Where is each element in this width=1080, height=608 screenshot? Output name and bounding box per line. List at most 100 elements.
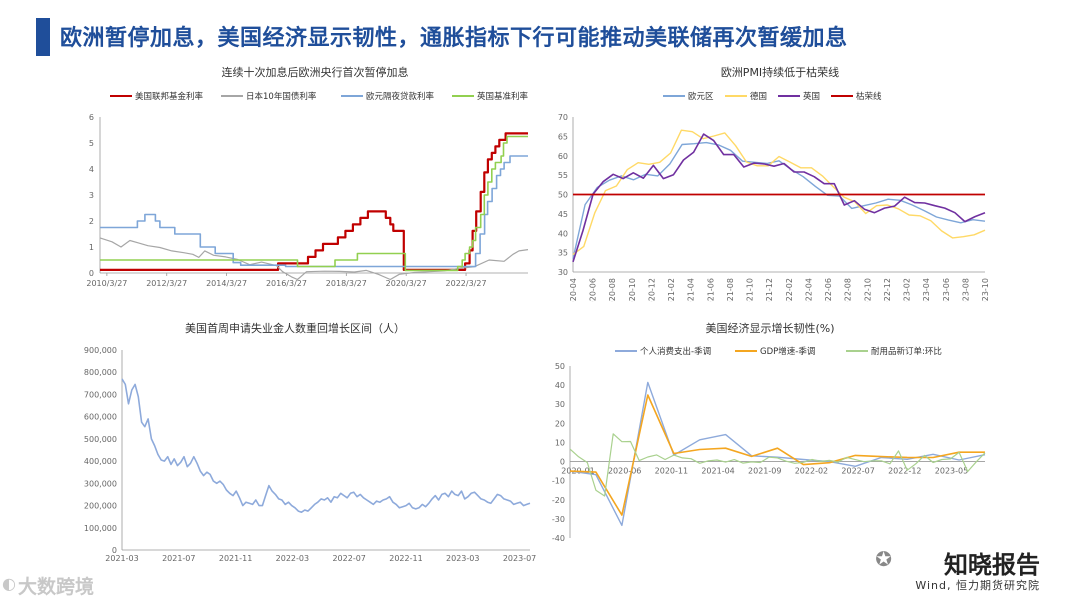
- y-tick-label: 600,000: [84, 413, 117, 422]
- y-tick-label: 100,000: [84, 524, 117, 533]
- x-tick-label: 2022-03: [276, 554, 309, 563]
- x-tick-label: 2023-10: [981, 278, 990, 302]
- y-tick-label: 200,000: [84, 502, 117, 511]
- y-tick-label: -40: [552, 534, 565, 543]
- legend-label: 个人消费支出-季调: [640, 346, 711, 357]
- legend-label: 德国: [750, 91, 767, 102]
- brand-logo-icon: ◐: [2, 574, 16, 593]
- x-tick-label: 2021-12: [765, 278, 774, 302]
- y-tick-label: 800,000: [84, 368, 117, 377]
- x-tick-label: 2010/3/27: [86, 279, 127, 288]
- series-line: [569, 381, 986, 527]
- y-tick-label: 1: [89, 243, 94, 252]
- x-tick-label: 2022-02: [785, 278, 794, 302]
- x-tick-label: 2021-11: [219, 554, 252, 563]
- series-line: [100, 135, 528, 272]
- x-tick-label: 2021-09: [748, 467, 781, 476]
- y-tick-label: 400,000: [84, 457, 117, 466]
- y-tick-label: 20: [555, 419, 565, 428]
- legend-label: 欧元隔夜贷款利率: [366, 91, 435, 102]
- x-tick-label: 2020-08: [608, 278, 617, 302]
- x-tick-label: 2020/3/27: [386, 279, 427, 288]
- series-line: [100, 155, 528, 268]
- y-tick-label: 50: [555, 362, 565, 371]
- series-line: [569, 394, 985, 516]
- chart-europe-pmi: 欧洲PMI持续低于枯荣线 欧元区 德国 英国 枯荣线 30 35 40 45 50 55 60 65 70…: [545, 62, 1015, 302]
- x-tick-label: 2020-06: [608, 467, 641, 476]
- series-line: [572, 133, 986, 263]
- x-tick-label: 2021-08: [726, 278, 735, 302]
- y-tick-label: 300,000: [84, 479, 117, 488]
- legend-label: 英国: [803, 91, 820, 102]
- watermark-zhixiao: 知晓报告: [944, 551, 1040, 579]
- x-tick-label: 2023-06: [942, 278, 951, 302]
- y-tick-label: 900,000: [84, 346, 117, 355]
- x-tick-label: 2021-04: [687, 278, 696, 302]
- x-tick-label: 2021-10: [746, 278, 755, 302]
- y-tick-label: 55: [558, 171, 568, 180]
- x-tick-label: 2012/3/27: [146, 279, 187, 288]
- x-tick-label: 2023-04: [922, 278, 931, 302]
- y-tick-label: 6: [89, 113, 94, 122]
- chart-us-growth: 美国经济显示增长韧性(%) 个人消费支出-季调 GDP增速-季调 耐用品新订单:环比 -…: [545, 318, 1015, 548]
- y-tick-label: -20: [552, 496, 565, 505]
- legend-label: 日本10年国债利率: [246, 91, 317, 102]
- legend-label: GDP增速-季调: [760, 346, 815, 357]
- title-accent-bar: [36, 18, 50, 56]
- x-tick-label: 2023-07: [503, 554, 536, 563]
- y-tick-label: 60: [558, 152, 568, 161]
- x-tick-label: 2021-04: [701, 467, 734, 476]
- chart-title: 连续十次加息后欧洲央行首次暂停加息: [222, 65, 409, 79]
- x-tick-label: 2014/3/27: [206, 279, 247, 288]
- y-tick-label: -30: [552, 515, 565, 524]
- x-tick-label: 2020-04: [569, 278, 578, 302]
- x-tick-label: 2022-07: [332, 554, 365, 563]
- x-tick-label: 2020-12: [647, 278, 656, 302]
- y-tick-label: 35: [558, 249, 568, 258]
- x-tick-label: 2021-02: [667, 278, 676, 302]
- chart-policy-rates: 连续十次加息后欧洲央行首次暂停加息美国联邦基金利率 日本10年国债利率 欧元隔夜贷款…: [70, 62, 540, 292]
- legend-label: 英国基准利率: [477, 91, 529, 102]
- x-tick-label: 2023-08: [961, 278, 970, 302]
- x-tick-label: 2022-06: [824, 278, 833, 302]
- x-tick-label: 2021-07: [162, 554, 195, 563]
- y-tick-label: 40: [558, 229, 568, 238]
- y-tick-label: 2: [89, 217, 94, 226]
- x-tick-label: 2023-03: [446, 554, 479, 563]
- jobless-claims-svg: 美国首周申请失业金人数重回增长区间（人） 0 100,000 200,000 300,0…: [84, 321, 536, 563]
- y-tick-label: 45: [558, 210, 568, 219]
- x-tick-label: 2020-10: [628, 278, 637, 302]
- y-tick-label: 500,000: [84, 435, 117, 444]
- y-tick-label: 0: [112, 546, 117, 555]
- y-tick-label: 10: [555, 438, 565, 447]
- series-line: [99, 237, 529, 281]
- x-tick-label: 2023-02: [903, 278, 912, 302]
- x-tick-label: 2022-11: [389, 554, 422, 563]
- x-tick-label: 2022-12: [883, 278, 892, 302]
- us-growth-svg: 美国经济显示增长韧性(%) 个人消费支出-季调 GDP增速-季调 耐用品新订单:环比 -…: [552, 321, 986, 543]
- x-tick-label: 2021-03: [105, 554, 138, 563]
- y-tick-label: 0: [560, 458, 565, 467]
- watermark-dashu: 大数跨境: [18, 576, 95, 598]
- x-tick-label: 2022-12: [888, 467, 921, 476]
- series-line: [572, 141, 986, 259]
- x-tick-label: 2016/3/27: [266, 279, 307, 288]
- legend-label: 美国联邦基金利率: [135, 91, 204, 102]
- x-tick-label: 2022-10: [863, 278, 872, 302]
- page-title: 欧洲暂停加息，美国经济显示韧性，通胀指标下行可能推动美联储再次暂缓加息: [60, 26, 848, 51]
- x-tick-label: 2020-11: [655, 467, 688, 476]
- legend-label: 枯荣线: [856, 91, 882, 102]
- legend-label: 耐用品新订单:环比: [871, 346, 942, 357]
- y-tick-label: 5: [89, 139, 94, 148]
- chart-title: 美国首周申请失业金人数重回增长区间（人）: [185, 321, 405, 335]
- x-tick-label: 2022-07: [841, 467, 874, 476]
- y-tick-label: 65: [558, 132, 568, 141]
- series-line: [100, 132, 528, 271]
- y-tick-label: 30: [555, 400, 565, 409]
- x-tick-label: 2021-06: [706, 278, 715, 302]
- chart-title: 美国经济显示增长韧性(%): [705, 321, 834, 335]
- x-tick-label: 2022/3/27: [446, 279, 487, 288]
- chart-jobless-claims: 美国首周申请失业金人数重回增长区间（人） 0 100,000 200,000 300,0…: [70, 318, 540, 563]
- y-tick-label: 4: [89, 165, 94, 174]
